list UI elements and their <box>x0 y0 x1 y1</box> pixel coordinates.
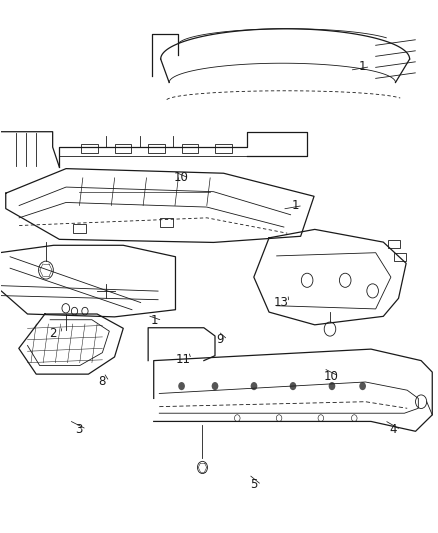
Bar <box>182 144 198 154</box>
Bar <box>388 240 400 248</box>
Circle shape <box>178 382 185 390</box>
Bar <box>81 144 98 154</box>
Circle shape <box>290 382 297 390</box>
Text: 9: 9 <box>216 333 224 346</box>
Circle shape <box>328 382 336 390</box>
Text: 8: 8 <box>98 375 105 388</box>
Text: 1: 1 <box>291 199 299 212</box>
Text: 11: 11 <box>176 353 191 366</box>
Text: 3: 3 <box>75 423 82 436</box>
Bar <box>160 218 173 227</box>
Text: 4: 4 <box>389 423 397 437</box>
Text: 1: 1 <box>151 314 159 327</box>
Bar <box>148 144 165 154</box>
Circle shape <box>212 382 218 390</box>
Bar <box>73 224 86 233</box>
Text: 1: 1 <box>359 60 366 73</box>
Bar <box>215 144 232 154</box>
Bar <box>394 253 406 261</box>
Text: 5: 5 <box>250 479 258 491</box>
Circle shape <box>359 382 366 390</box>
Text: 10: 10 <box>173 172 188 184</box>
Bar <box>115 144 131 154</box>
Text: 13: 13 <box>274 296 289 309</box>
Text: 10: 10 <box>324 370 339 383</box>
Text: 2: 2 <box>49 327 57 341</box>
Circle shape <box>251 382 258 390</box>
